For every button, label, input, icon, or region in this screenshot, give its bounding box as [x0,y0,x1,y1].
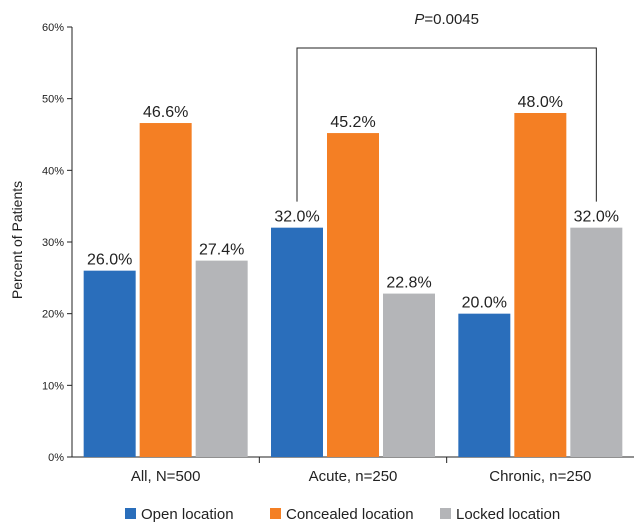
category-label: Acute, n=250 [309,468,398,485]
data-label: 20.0% [462,295,507,312]
y-tick-label: 40% [42,165,64,177]
legend-swatch [440,508,451,519]
bracket-line [296,47,597,202]
legend-label: Open location [141,506,234,523]
bar-locked-location [570,227,623,457]
y-tick-label: 10% [42,380,64,392]
bar-locked-location [383,293,435,457]
category-label: Chronic, n=250 [489,468,591,485]
y-axis-label: Percent of Patients [9,181,25,299]
legend-swatch [125,508,136,519]
data-label: 46.6% [143,104,188,121]
bar-concealed-location [327,133,379,458]
y-tick-label: 50% [42,94,64,106]
legend: Open location Concealed location Locked lo… [125,506,560,523]
data-label: 32.0% [574,209,619,226]
data-label: 32.0% [274,209,319,226]
category-label: All, N=500 [131,468,201,485]
legend-label: Locked location [456,506,560,523]
data-label: 27.4% [199,242,244,259]
y-tick-label: 20% [42,309,64,321]
data-label: 45.2% [330,114,375,131]
significance-bracket: P=0.0045 [296,11,597,202]
bar-open-location [271,227,323,457]
bar-open-location [458,313,511,457]
legend-label: Concealed location [286,506,414,523]
bar-locked-location [195,260,248,457]
x-axis: All, N=500 Acute, n=250 Chronic, n=250 [131,457,591,485]
legend-swatch [270,508,281,519]
data-label: 48.0% [518,94,563,111]
bar-concealed-location [514,113,567,457]
data-labels: 26.0% 46.6% 27.4% 32.0% 45.2% 22.8% 20.0% 48.0%… [87,94,619,312]
data-label: 22.8% [386,275,431,292]
bar-concealed-location [139,123,192,458]
p-value-label: P=0.0045 [414,11,479,28]
y-tick-label: 0% [48,452,64,464]
y-tick-label: 30% [42,237,64,249]
y-tick-label: 60% [42,22,64,34]
bar-open-location [83,270,136,457]
bars [83,113,623,458]
data-label: 26.0% [87,252,132,269]
